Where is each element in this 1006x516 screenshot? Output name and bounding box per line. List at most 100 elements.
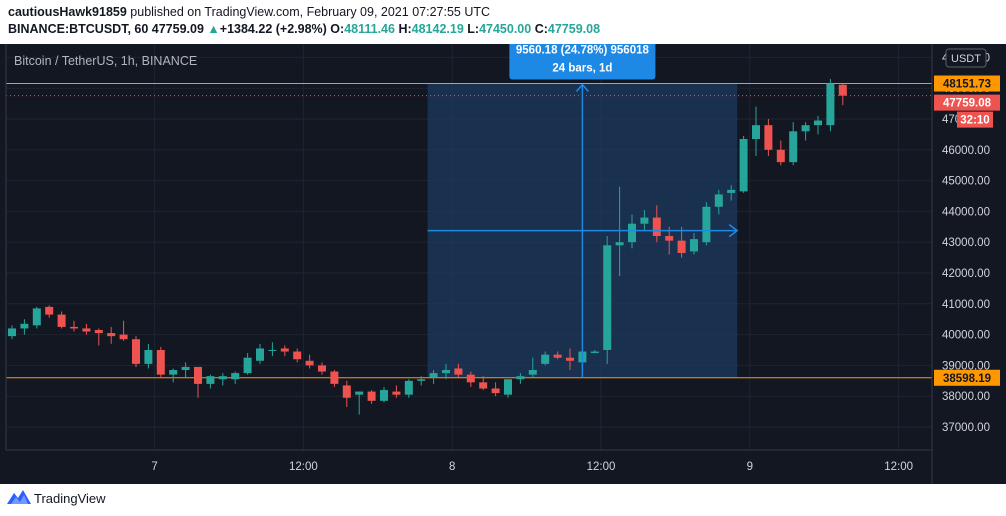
candle	[268, 342, 277, 357]
candle-body	[454, 368, 463, 375]
candle	[640, 209, 649, 230]
price-tick-label: 44000.00	[942, 206, 990, 218]
candle	[404, 379, 413, 398]
candle	[256, 343, 264, 364]
candle	[702, 202, 711, 246]
candlestick-chart[interactable]: 9560.18 (24.78%) 956018 24 bars, 1d 37000…	[0, 44, 1006, 484]
measure-tool[interactable]: 9560.18 (24.78%) 956018 24 bars, 1d	[427, 44, 739, 378]
last-price-badge-box	[934, 94, 1000, 111]
chart-title: Bitcoin / TetherUS, 1h, BINANCE	[14, 54, 197, 68]
candle-body	[702, 206, 711, 243]
candle-body	[404, 380, 413, 395]
candle	[814, 115, 822, 135]
candle-body	[392, 391, 401, 395]
candle-body	[169, 370, 178, 375]
candle-body	[442, 370, 450, 374]
candle	[652, 205, 661, 243]
candle	[603, 236, 612, 364]
candles	[8, 78, 847, 415]
published-text: published on TradingView.com, February 0…	[130, 5, 491, 19]
price-tick-label: 38000.00	[942, 391, 990, 403]
candle	[181, 362, 190, 378]
candle	[752, 106, 760, 156]
countdown-badge-box	[957, 111, 993, 128]
candle	[566, 348, 574, 371]
candle-body	[628, 223, 636, 243]
countdown-badge: 32:10	[960, 115, 989, 127]
candle-body	[206, 376, 215, 384]
candle-body	[603, 245, 612, 350]
candle	[504, 379, 512, 398]
candle	[479, 376, 488, 391]
candle	[156, 346, 165, 378]
tradingview-logo-icon[interactable]	[6, 488, 32, 506]
time-axis[interactable]: 7 12:00 8 12:00 9 12:00	[151, 461, 913, 473]
high-label: H:	[398, 22, 412, 36]
candle	[677, 226, 686, 258]
candle-body	[789, 131, 798, 163]
candle	[690, 232, 698, 255]
high-value: 48142.19	[411, 22, 464, 36]
candle-body	[280, 348, 289, 352]
candle	[305, 354, 314, 369]
candle-body	[82, 328, 91, 332]
publish-line: cautiousHawk91859 published on TradingVi…	[8, 5, 490, 19]
candle-body	[107, 333, 116, 337]
candle	[826, 78, 835, 132]
candle	[218, 373, 227, 386]
close-value: 47759.08	[547, 22, 601, 36]
candle-body	[615, 242, 624, 246]
candle-body	[553, 354, 562, 358]
candle	[801, 122, 810, 141]
tradingview-brand[interactable]: TradingView	[34, 491, 106, 506]
candle	[516, 373, 525, 384]
measure-horizontal-arrowhead	[728, 224, 739, 238]
time-tick-label: 8	[449, 461, 455, 473]
candle	[8, 325, 16, 340]
upper-line-badge: 48151.73	[943, 79, 991, 91]
candle-body	[330, 371, 339, 384]
candle-body	[367, 391, 376, 401]
candle-body	[57, 314, 66, 327]
candle-body	[727, 189, 736, 193]
candle-body	[119, 334, 128, 340]
candle-body	[838, 84, 847, 96]
candle-body	[652, 217, 661, 237]
candle-body	[429, 373, 438, 378]
candle-body	[20, 323, 29, 329]
candle-body	[342, 385, 351, 398]
candle-body	[293, 351, 302, 360]
candle	[739, 135, 748, 193]
low-value: 47450.00	[479, 22, 532, 36]
candle	[392, 385, 401, 398]
measure-label-line2: 24 bars, 1d	[552, 63, 612, 75]
candle	[45, 305, 54, 318]
close-label: C:	[534, 22, 548, 36]
last-price-badge: 47759.08	[943, 98, 992, 110]
change-value: +1384.22 (+2.98%)	[219, 22, 327, 36]
open-label: O:	[330, 22, 345, 36]
currency-badge[interactable]: USDT	[945, 48, 987, 68]
candle-body	[132, 339, 140, 364]
candle-body	[466, 374, 475, 383]
candle	[367, 390, 376, 404]
candle-body	[528, 370, 537, 375]
candle	[82, 323, 91, 335]
candle-body	[32, 308, 41, 326]
time-tick-label: 12:00	[884, 461, 913, 473]
footer: TradingView	[0, 484, 1006, 516]
measure-vertical-arrowhead	[575, 83, 589, 93]
author-name[interactable]: cautiousHawk91859	[8, 5, 127, 19]
candle	[119, 320, 128, 341]
candle-body	[181, 366, 190, 371]
candle	[466, 371, 475, 387]
time-tick-label: 12:00	[587, 461, 616, 473]
candle	[169, 368, 178, 383]
time-tick-label: 7	[151, 461, 157, 473]
price-tick-label: 45000.00	[942, 176, 990, 188]
measure-label-line1: 9560.18 (24.78%) 956018	[516, 45, 650, 57]
candle	[194, 366, 202, 398]
candle-body	[243, 357, 252, 374]
candle-body	[776, 149, 785, 163]
candle	[20, 319, 29, 335]
